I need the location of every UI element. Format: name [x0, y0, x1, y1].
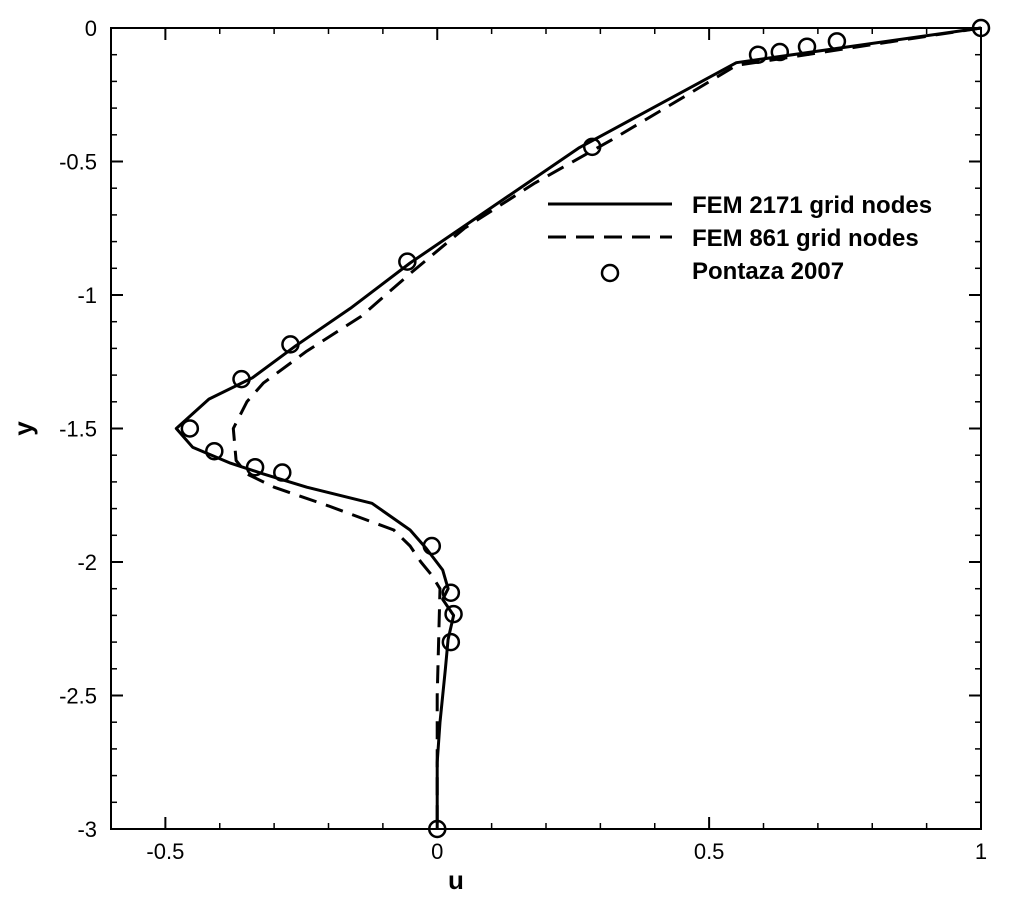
plot-border	[110, 27, 982, 830]
series-2	[231, 26, 982, 829]
y-axis-ticks: 0 -0.5 -1 -1.5 -2 -2.5 -3	[59, 16, 981, 842]
data-point	[180, 419, 200, 438]
y-tick-label: -2	[77, 550, 97, 575]
data-point	[273, 463, 292, 482]
series-line	[174, 26, 982, 829]
x-tick-label: 0	[431, 839, 443, 864]
data-point	[205, 441, 224, 461]
data-point	[797, 37, 817, 56]
y-tick-label: -1	[77, 283, 97, 308]
series-1	[174, 26, 982, 829]
data-point	[232, 369, 251, 389]
legend-label: FEM 861 grid nodes	[692, 225, 919, 252]
y-tick-label: 0	[85, 16, 97, 41]
x-tick-label: 1	[975, 839, 987, 864]
data-point	[398, 252, 417, 271]
y-tick-label: -0.5	[59, 150, 97, 175]
plot-frame	[110, 27, 982, 830]
legend-item-2: FEM 861 grid nodes	[548, 225, 919, 252]
y-tick-label: -1.5	[59, 417, 97, 442]
data-point	[422, 536, 442, 556]
data-point	[441, 632, 461, 652]
legend-label: FEM 2171 grid nodes	[692, 192, 932, 219]
legend-item-1: FEM 2171 grid nodes	[548, 192, 932, 219]
y-tick-label: -3	[77, 817, 97, 842]
data-point	[281, 335, 300, 354]
series-3	[180, 18, 991, 839]
x-tick-label: 0.5	[694, 839, 725, 864]
y-axis-title: y	[8, 421, 38, 436]
series-layer	[174, 18, 991, 839]
data-point	[444, 604, 463, 624]
x-tick-label: -0.5	[146, 839, 184, 864]
legend-item-3: Pontaza 2007	[600, 258, 844, 285]
data-point	[441, 583, 461, 602]
data-point	[245, 457, 265, 477]
data-point	[971, 18, 991, 38]
legend: FEM 2171 grid nodes FEM 861 grid nodes Pon…	[548, 192, 932, 285]
data-point	[770, 42, 790, 62]
data-point	[582, 137, 602, 157]
data-point	[827, 32, 847, 51]
data-point	[748, 45, 768, 64]
y-tick-label: -2.5	[59, 684, 97, 709]
data-point	[428, 819, 447, 839]
series-line	[231, 26, 982, 829]
legend-label: Pontaza 2007	[692, 258, 844, 285]
x-axis-ticks: -0.5 0 0.5 1	[110, 28, 987, 864]
legend-marker	[600, 263, 620, 283]
x-axis-title: u	[448, 865, 464, 895]
